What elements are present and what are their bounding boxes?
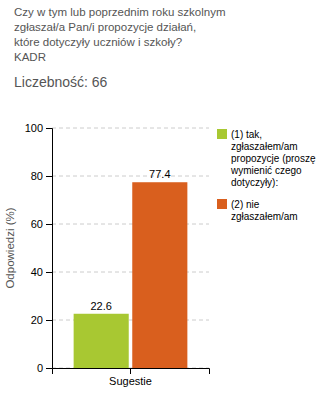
- y-axis-title: Odpowiedzi (%): [4, 207, 16, 288]
- chart: Czy w tym lub poprzednim roku szkolnymzg…: [0, 0, 335, 400]
- title: Czy w tym lub poprzednim roku szkolnymzg…: [14, 6, 226, 63]
- legend: (1) tak,zgłaszałem/ampropozycje (proszęw…: [217, 129, 316, 222]
- tick: 40: [31, 266, 52, 278]
- tick-mark: [46, 320, 52, 321]
- x-axis: Sugestie: [53, 368, 210, 387]
- bars: [74, 182, 188, 368]
- tick-label: 100: [25, 122, 43, 134]
- tick-mark: [130, 368, 131, 374]
- tick-label: Sugestie: [109, 375, 152, 387]
- bar: [74, 314, 129, 368]
- data-labels: 22.6 77.4: [90, 168, 170, 312]
- tick: 60: [31, 218, 52, 230]
- legend-swatch: [217, 199, 227, 209]
- tick-label: 80: [31, 170, 43, 182]
- tick-label: 20: [31, 314, 43, 326]
- subtitle: Liczebność: 66: [14, 74, 108, 90]
- data-label: 77.4: [149, 168, 170, 180]
- tick: 20: [31, 314, 52, 326]
- tick-mark: [46, 272, 52, 273]
- axis-line: [46, 129, 53, 369]
- plot: 22.6 77.4 0 20 40 60 80 100 Sugestie: [25, 122, 210, 387]
- legend-swatch: [217, 129, 227, 139]
- legend-entry: (2) niezgłaszałem/am: [231, 199, 298, 222]
- tick: 100: [25, 122, 52, 134]
- tick: 80: [31, 170, 52, 182]
- tick: 0: [37, 362, 52, 374]
- grid-line: [52, 128, 209, 129]
- tick-label: 40: [31, 266, 43, 278]
- bar: [132, 182, 187, 368]
- legend-entry: (1) tak,zgłaszałem/ampropozycje (proszęw…: [230, 129, 316, 188]
- grid-line: [52, 176, 209, 177]
- tick: Sugestie: [109, 368, 152, 387]
- axis-line: [53, 369, 210, 375]
- tick-mark: [46, 224, 52, 225]
- tick-label: 60: [31, 218, 43, 230]
- tick-label: 0: [37, 362, 43, 374]
- tick-mark: [46, 368, 52, 369]
- data-label: 22.6: [90, 300, 111, 312]
- tick-mark: [46, 176, 52, 177]
- grid: [52, 128, 209, 368]
- y-axis: 0 20 40 60 80 100: [25, 122, 53, 374]
- tick-mark: [46, 128, 52, 129]
